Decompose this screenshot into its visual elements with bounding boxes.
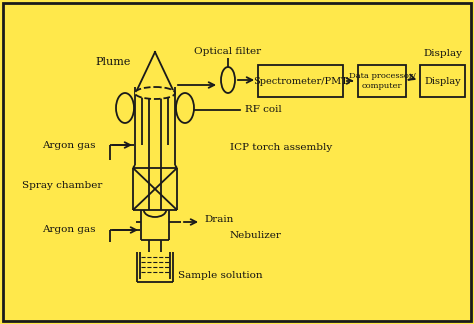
Text: Sample solution: Sample solution bbox=[178, 271, 263, 280]
Text: Spray chamber: Spray chamber bbox=[22, 180, 102, 190]
Bar bbox=[420, 65, 465, 97]
Text: Display: Display bbox=[424, 76, 461, 86]
Ellipse shape bbox=[116, 93, 134, 123]
Text: Optical filter: Optical filter bbox=[194, 48, 262, 56]
Bar bbox=[358, 65, 406, 97]
Text: RF coil: RF coil bbox=[245, 106, 282, 114]
Text: Spectrometer/PMT: Spectrometer/PMT bbox=[253, 76, 348, 86]
Text: ICP torch assembly: ICP torch assembly bbox=[230, 144, 332, 153]
Text: Drain: Drain bbox=[204, 214, 233, 224]
Text: Argon gas: Argon gas bbox=[42, 141, 95, 149]
Text: Nebulizer: Nebulizer bbox=[230, 232, 282, 240]
Ellipse shape bbox=[135, 87, 175, 99]
Text: Argon gas: Argon gas bbox=[42, 226, 95, 235]
Polygon shape bbox=[137, 52, 173, 90]
Text: Data processor/
computer: Data processor/ computer bbox=[348, 72, 415, 90]
Ellipse shape bbox=[176, 93, 194, 123]
Text: Display: Display bbox=[423, 49, 462, 57]
Text: Plume: Plume bbox=[95, 57, 130, 67]
Bar bbox=[258, 65, 343, 97]
Ellipse shape bbox=[221, 67, 235, 93]
